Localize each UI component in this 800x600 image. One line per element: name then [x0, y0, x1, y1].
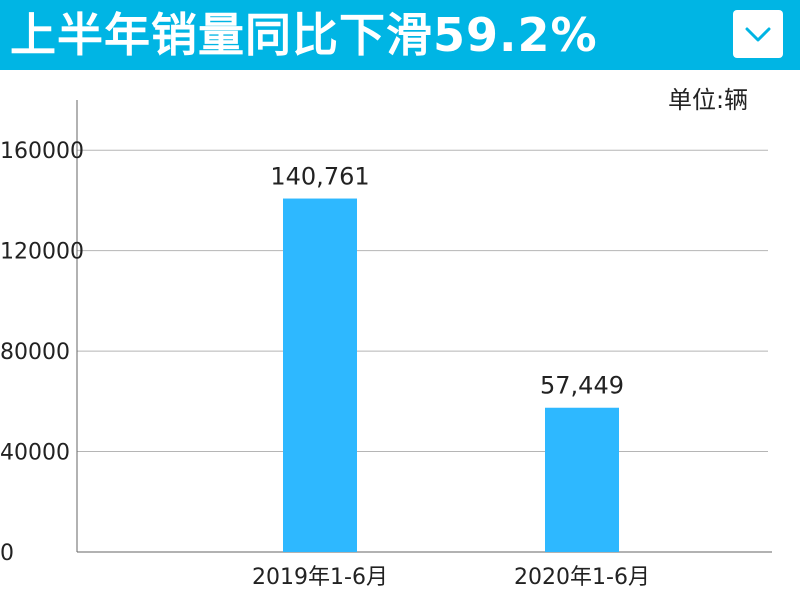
x-tick-label: 2020年1-6月	[514, 565, 650, 590]
chevron-down-icon	[745, 27, 771, 42]
y-tick-label: 40000	[0, 441, 70, 466]
data-labels: 140,761 57,449	[270, 163, 624, 400]
y-tick-label: 120000	[0, 240, 84, 265]
title-bar: 上半年销量同比下滑59.2%	[0, 0, 800, 70]
unit-label: 单位:辆	[668, 86, 749, 114]
bars	[283, 198, 619, 552]
axes	[76, 100, 772, 553]
y-tick-label: 80000	[0, 340, 70, 365]
grid-lines	[77, 149, 768, 453]
data-label: 140,761	[270, 163, 369, 191]
y-tick-label: 160000	[0, 139, 84, 164]
bar	[283, 198, 357, 552]
x-tick-label: 2019年1-6月	[252, 565, 388, 590]
bar	[545, 407, 619, 552]
y-tick-label: 0	[0, 541, 14, 566]
data-label: 57,449	[540, 372, 624, 400]
y-tick-labels: 0 40000 80000 120000 160000	[0, 139, 84, 566]
x-tick-labels: 2019年1-6月 2020年1-6月	[252, 565, 650, 590]
dropdown-button[interactable]	[733, 10, 783, 58]
page-title: 上半年销量同比下滑59.2%	[10, 8, 598, 62]
